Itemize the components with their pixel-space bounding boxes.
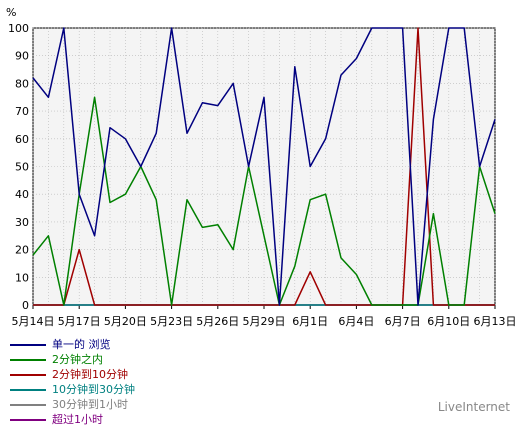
y-tick-label: 30 (15, 216, 29, 229)
series-line-0 (32, 27, 496, 306)
y-axis-label: % (6, 6, 16, 19)
x-tick-label: 5月26日 (196, 315, 239, 328)
legend-item-30min-1h: 30分钟到1小时 (10, 398, 135, 411)
legend-item-over-1h: 超过1小时 (10, 413, 135, 426)
y-tick-label: 50 (15, 161, 29, 174)
x-tick-label: 5月23日 (150, 315, 193, 328)
y-tick-label: 10 (15, 271, 29, 284)
legend-swatch (10, 388, 46, 391)
legend-label: 2分钟到10分钟 (52, 368, 128, 381)
legend-swatch (10, 358, 46, 361)
y-axis-ticks: 0 10 20 30 40 50 60 70 80 90 100 (8, 22, 29, 312)
x-tick-label: 6月7日 (385, 315, 421, 328)
legend-item-10-30min: 10分钟到30分钟 (10, 383, 135, 396)
x-tick-label: 6月1日 (292, 315, 328, 328)
legend-swatch (10, 373, 46, 376)
legend-swatch (10, 418, 46, 421)
legend-label: 10分钟到30分钟 (52, 383, 135, 396)
legend-label: 超过1小时 (52, 413, 103, 426)
y-tick-label: 80 (15, 77, 29, 90)
y-tick-label: 70 (15, 105, 29, 118)
series-line-2 (33, 27, 495, 306)
y-tick-label: 90 (15, 50, 29, 63)
x-tick-label: 5月29日 (243, 315, 286, 328)
y-tick-label: 40 (15, 188, 29, 201)
series-lines (32, 27, 496, 306)
liveinternet-watermark: LiveInternet (437, 400, 510, 414)
legend-label: 单一的 浏览 (52, 338, 111, 351)
legend-item-2-10min: 2分钟到10分钟 (10, 368, 135, 381)
x-tick-label: 6月13日 (474, 315, 517, 328)
y-tick-label: 20 (15, 244, 29, 257)
x-axis-ticks: 5月14日 5月17日 5月20日 5月23日 5月26日 5月29日 6月1日 6月4日 6月… (12, 305, 517, 328)
legend-item-views: 单一的 浏览 (10, 338, 135, 351)
x-tick-label: 5月14日 (12, 315, 55, 328)
y-tick-label: 60 (15, 133, 29, 146)
legend-label: 2分钟之内 (52, 353, 103, 366)
legend-swatch (10, 403, 46, 406)
y-tick-label: 100 (8, 22, 29, 35)
legend-item-under-2min: 2分钟之内 (10, 353, 135, 366)
x-tick-label: 6月4日 (338, 315, 374, 328)
x-tick-label: 5月17日 (58, 315, 101, 328)
x-tick-label: 5月20日 (104, 315, 147, 328)
y-tick-label: 0 (22, 299, 29, 312)
legend-label: 30分钟到1小时 (52, 398, 128, 411)
x-tick-label: 6月10日 (427, 315, 470, 328)
legend: 单一的 浏览 2分钟之内 2分钟到10分钟 10分钟到30分钟 30分钟到1小时… (10, 338, 135, 428)
legend-swatch (10, 343, 46, 346)
